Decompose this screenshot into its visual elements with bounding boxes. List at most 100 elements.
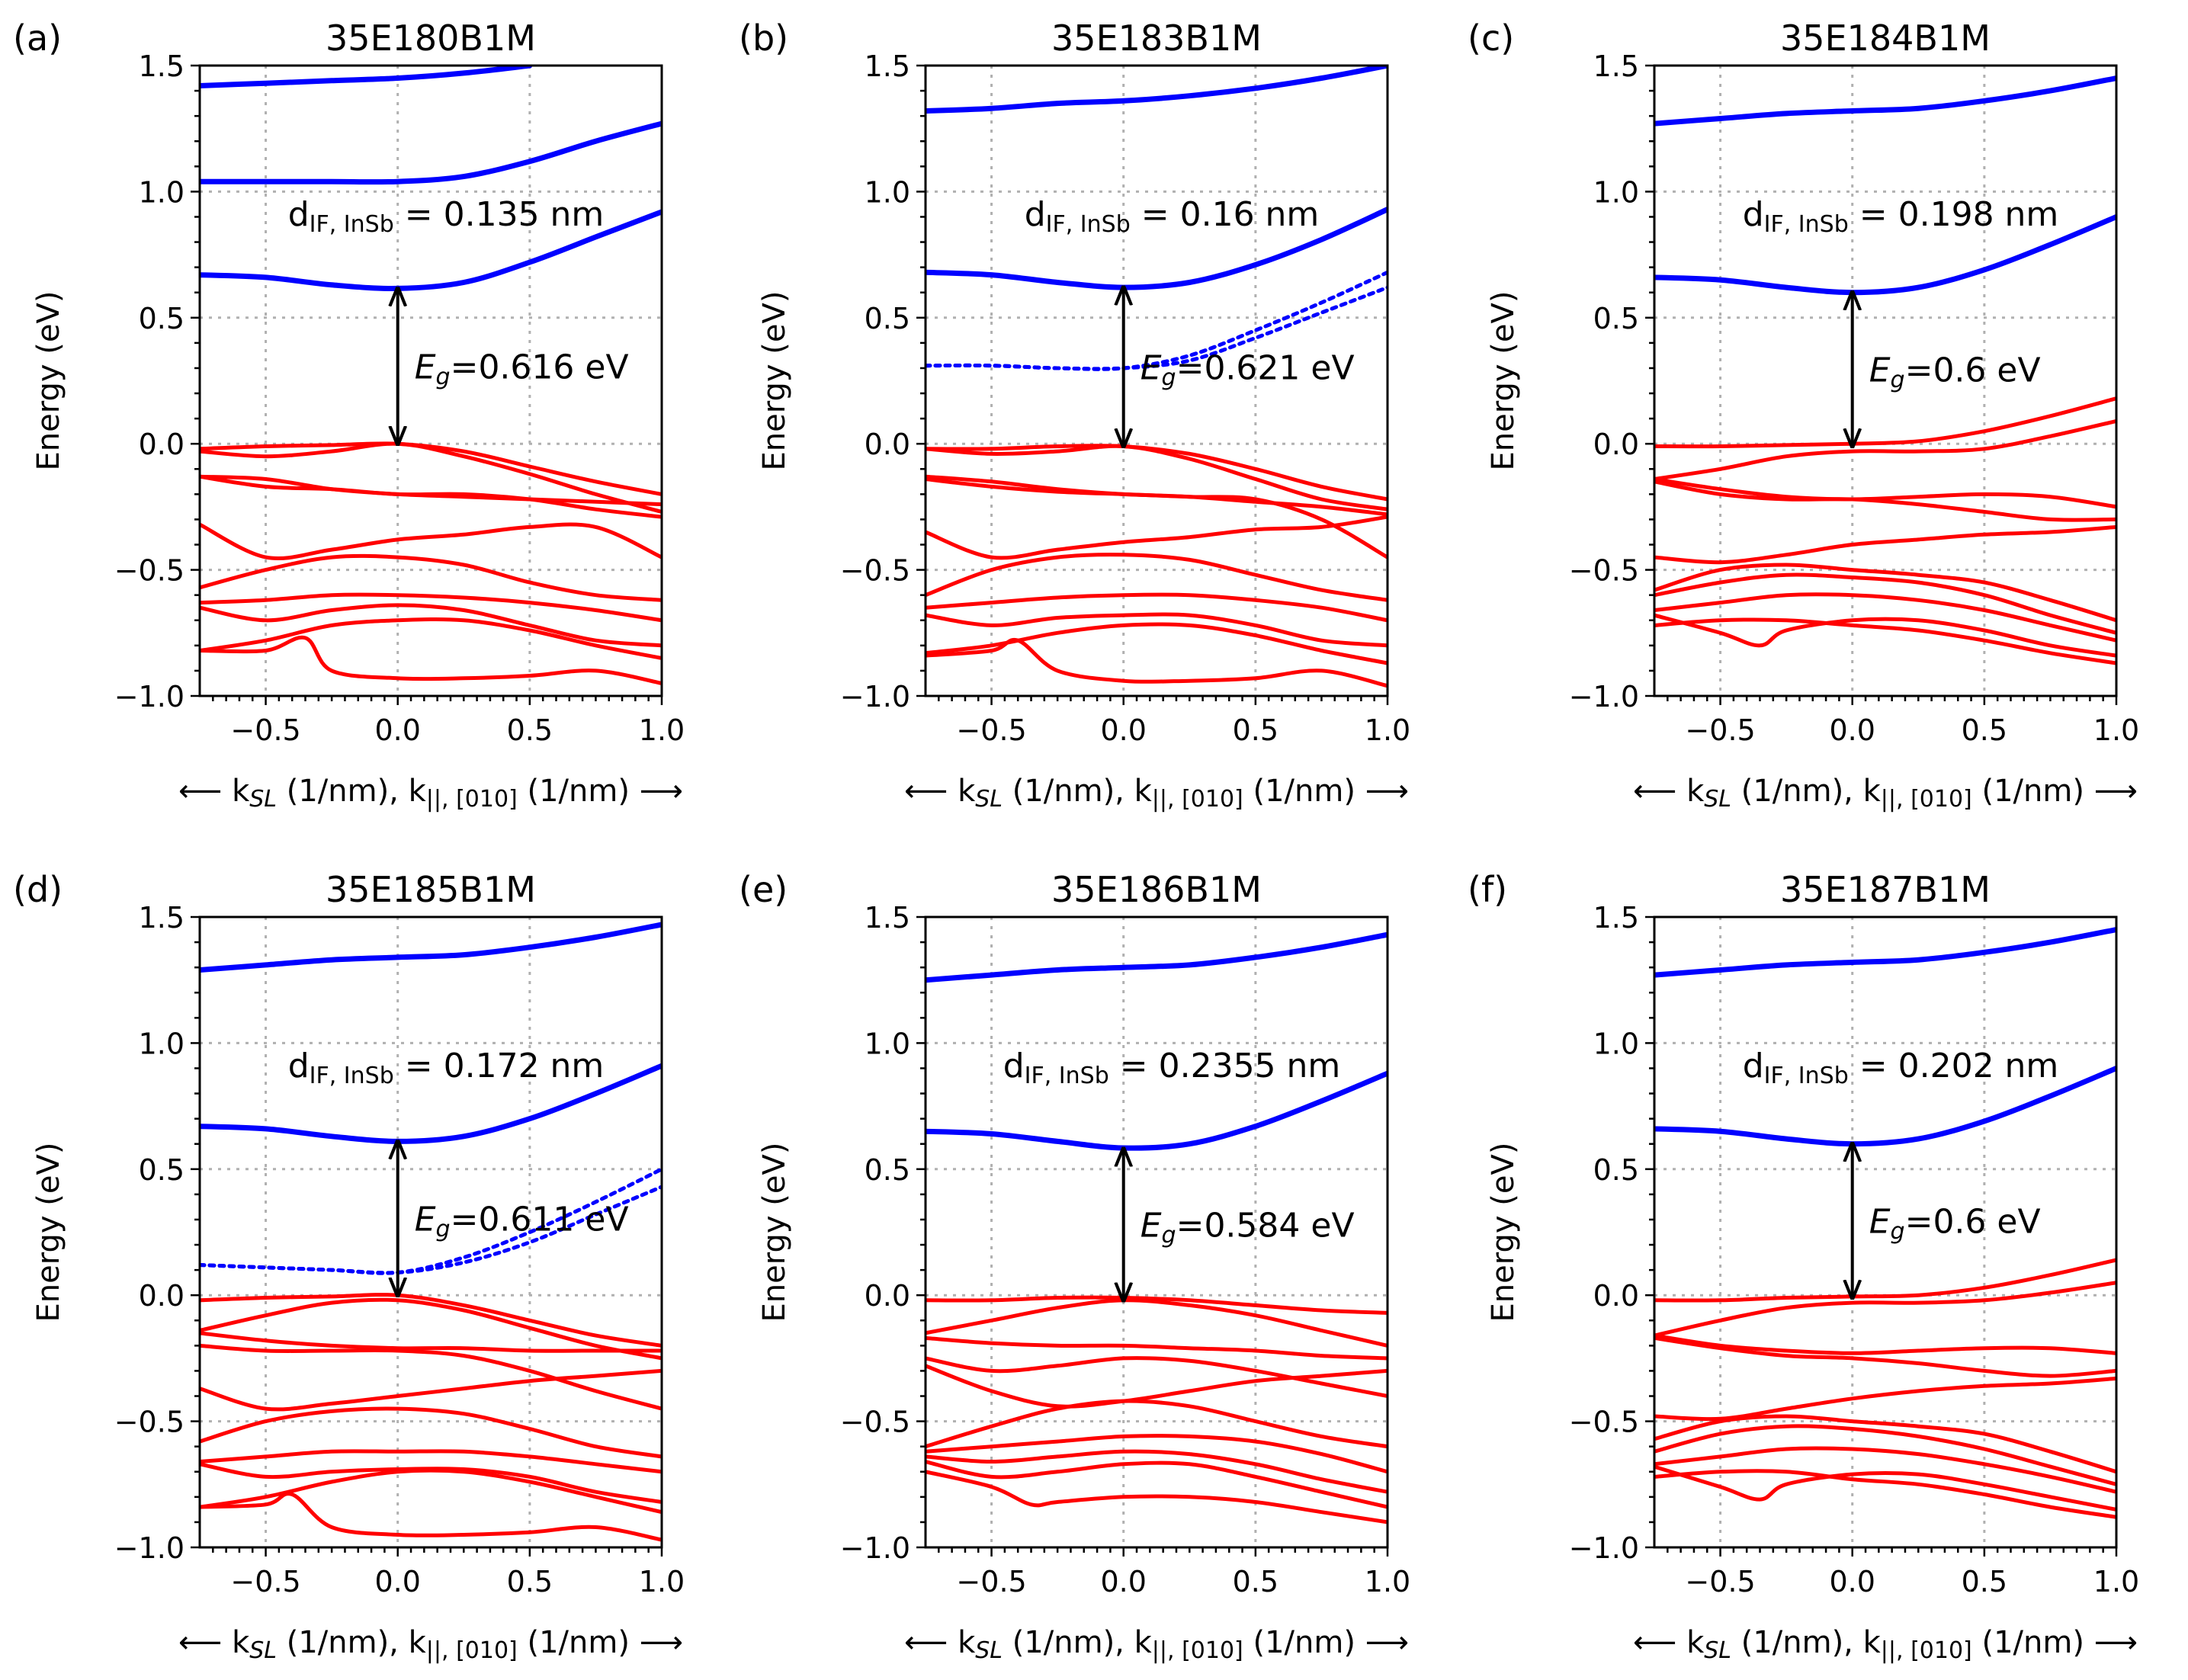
x-label-prefix: ⟵ k bbox=[904, 1625, 976, 1660]
y-tick-label: −0.5 bbox=[114, 554, 184, 588]
x-tick-label: 0.5 bbox=[1233, 713, 1278, 747]
band-valence-VB1 bbox=[200, 1293, 662, 1348]
y-axis-label: Energy (eV) bbox=[31, 1143, 66, 1323]
y-tick-label: −0.5 bbox=[840, 554, 910, 588]
y-tick-label: 1.0 bbox=[1593, 175, 1639, 209]
band-conduction-CB2 bbox=[926, 931, 1388, 983]
eg-value: 0.6 eV bbox=[1933, 1203, 2040, 1242]
d-label-eq: = bbox=[394, 195, 444, 234]
y-tick-label: −0.5 bbox=[1569, 1406, 1639, 1439]
y-tick-label: −1.0 bbox=[1569, 680, 1639, 713]
d-if-value: 0.172 nm bbox=[444, 1047, 605, 1085]
band-valence-VB6 bbox=[926, 553, 1388, 602]
d-label-sub: IF, InSb bbox=[1046, 211, 1131, 238]
eg-annotation: Eg=0.621 eV bbox=[1141, 348, 1355, 391]
eg-annotation: Eg=0.584 eV bbox=[1141, 1207, 1355, 1249]
eg-label-sub: g bbox=[436, 364, 451, 390]
band-valence-VB7 bbox=[200, 592, 662, 623]
x-axis-label: ⟵ kSL (1/nm), k||, [010] (1/nm) ⟶ bbox=[904, 774, 1409, 813]
band-valence-VB7 bbox=[926, 1434, 1388, 1474]
y-tick-label: 0.0 bbox=[139, 1279, 184, 1313]
band-valence-VB1 bbox=[926, 1295, 1388, 1315]
x-tick-label: 0.5 bbox=[1962, 713, 2007, 747]
band-valence-VB2 bbox=[200, 1297, 662, 1361]
band-valence-VB6 bbox=[1654, 563, 2116, 623]
eg-label-sub: g bbox=[1891, 367, 1905, 393]
band-valence-VB10 bbox=[1654, 1469, 2116, 1519]
band-valence-VB7 bbox=[926, 592, 1388, 623]
d-if-value: 0.2355 nm bbox=[1159, 1047, 1341, 1085]
panel-f: −0.5 0.0 0.5 1.0 1.5 1.0 0.5 0.0 −0.5 −1.0 35E187B… bbox=[1468, 869, 2139, 1664]
y-tick-label: 1.5 bbox=[139, 50, 184, 83]
d-label-sub: IF, InSb bbox=[1764, 211, 1849, 238]
y-tick-label: 0.0 bbox=[139, 428, 184, 461]
band-valence-VB2 bbox=[926, 444, 1388, 511]
x-tick-label: 0.0 bbox=[1100, 713, 1146, 747]
band-valence-VB4 bbox=[1654, 1335, 2116, 1378]
d-label-prefix: d bbox=[1743, 1047, 1764, 1085]
d-label-prefix: d bbox=[1025, 195, 1046, 234]
x-label-mid: (1/nm), k bbox=[1003, 774, 1153, 809]
x-label-sub-par: ||, [010] bbox=[1152, 1637, 1243, 1664]
panel-letter: (f) bbox=[1468, 869, 1507, 910]
eg-label-eq: = bbox=[1176, 1207, 1205, 1246]
band-valence-VB9 bbox=[200, 1468, 662, 1515]
panel-a: −0.5 0.0 0.5 1.0 1.5 1.0 0.5 0.0 −0.5 −1.0 35E180B… bbox=[13, 18, 685, 813]
bands bbox=[1654, 75, 2116, 665]
band-conduction-CB1 bbox=[926, 207, 1388, 290]
y-tick-label: −1.0 bbox=[1569, 1531, 1639, 1565]
d-label-eq: = bbox=[1131, 195, 1180, 234]
band-valence-VB9 bbox=[926, 1460, 1388, 1509]
panel-letter: (d) bbox=[13, 869, 63, 910]
d-if-value: 0.135 nm bbox=[444, 195, 605, 234]
panel-title: 35E184B1M bbox=[1780, 18, 1991, 59]
panel-title: 35E180B1M bbox=[326, 18, 536, 59]
band-valence-VB10 bbox=[926, 1470, 1388, 1525]
axes-frame bbox=[924, 915, 1389, 1549]
axes-frame bbox=[1653, 64, 2118, 697]
y-tick-label: 1.0 bbox=[865, 175, 910, 209]
x-tick-label: −0.5 bbox=[230, 713, 300, 747]
x-label-sub-par: ||, [010] bbox=[1152, 786, 1243, 813]
eg-label-sub: g bbox=[1162, 1222, 1176, 1249]
y-tick-label: −1.0 bbox=[840, 1531, 910, 1565]
bands bbox=[926, 931, 1388, 1525]
y-tick-label: −0.5 bbox=[114, 1406, 184, 1439]
panel-title: 35E187B1M bbox=[1780, 869, 1991, 910]
band-interface-IF2 bbox=[200, 1185, 662, 1275]
x-tick-label: 0.0 bbox=[374, 1565, 420, 1598]
eg-label-eq: = bbox=[1905, 1203, 1933, 1242]
band-conduction-CB2 bbox=[200, 120, 662, 185]
band-valence-VB8 bbox=[926, 612, 1388, 648]
eg-label-eq: = bbox=[451, 348, 479, 386]
x-tick-label: 0.0 bbox=[1100, 1565, 1146, 1598]
band-valence-VB8 bbox=[1654, 592, 2116, 643]
y-tick-label: 0.0 bbox=[865, 428, 910, 461]
eg-label-symbol: E bbox=[1141, 1207, 1162, 1246]
eg-label-sub: g bbox=[436, 1216, 451, 1242]
band-valence-VB2 bbox=[926, 1298, 1388, 1348]
y-axis-label: Energy (eV) bbox=[31, 291, 66, 471]
x-label-mid: (1/nm), k bbox=[1731, 1625, 1882, 1660]
y-tick-label: 1.5 bbox=[865, 50, 910, 83]
band-valence-VB5 bbox=[926, 515, 1388, 560]
d-if-annotation: dIF, InSb = 0.202 nm bbox=[1743, 1047, 2059, 1089]
x-tick-label: 1.0 bbox=[1365, 1565, 1410, 1598]
x-label-suffix: (1/nm) ⟶ bbox=[518, 1625, 683, 1660]
band-valence-VB7 bbox=[200, 1449, 662, 1474]
y-tick-label: 0.5 bbox=[865, 302, 910, 335]
band-conduction-CB2 bbox=[926, 66, 1388, 114]
band-valence-VB6 bbox=[926, 1399, 1388, 1449]
d-label-eq: = bbox=[394, 1047, 444, 1085]
band-valence-VB10 bbox=[926, 637, 1388, 688]
band-conduction-CB1 bbox=[200, 1063, 662, 1144]
eg-value: 0.621 eV bbox=[1204, 348, 1354, 387]
x-label-sub-sl: SL bbox=[249, 1637, 277, 1664]
eg-label-symbol: E bbox=[1869, 1203, 1891, 1242]
d-label-eq: = bbox=[1849, 1047, 1898, 1085]
y-axis-label: Energy (eV) bbox=[757, 1143, 792, 1323]
x-label-mid: (1/nm), k bbox=[277, 1625, 427, 1660]
eg-label-eq: = bbox=[1905, 351, 1933, 390]
x-tick-label: 1.0 bbox=[639, 1565, 685, 1598]
